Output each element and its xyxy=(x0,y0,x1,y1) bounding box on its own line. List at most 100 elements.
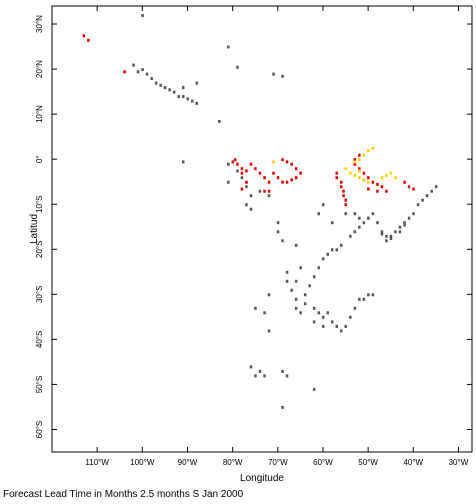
data-point-gray xyxy=(218,119,221,123)
x-tick-label: 60°W xyxy=(313,458,333,467)
data-point-gray xyxy=(326,252,329,256)
data-point-red xyxy=(267,189,271,193)
data-point-red xyxy=(249,162,253,166)
data-point-gray xyxy=(312,275,316,279)
data-point-gray xyxy=(308,284,311,288)
data-point-gray xyxy=(340,329,343,333)
data-point-red xyxy=(340,185,343,189)
data-point-gray xyxy=(367,216,370,220)
data-point-yellow xyxy=(344,167,347,171)
data-point-gray xyxy=(177,95,180,99)
data-point-gray xyxy=(385,234,388,238)
data-point-red xyxy=(236,162,239,166)
data-point-red xyxy=(276,176,280,180)
data-point-red xyxy=(340,180,343,184)
x-tick-label: 80°W xyxy=(223,458,243,467)
data-point-gray xyxy=(434,185,438,189)
data-point-gray xyxy=(353,212,357,216)
y-tick-label: 20°N xyxy=(35,60,44,78)
data-point-gray xyxy=(182,95,185,99)
data-point-yellow xyxy=(380,176,384,180)
data-point-gray xyxy=(285,279,289,283)
data-point-gray xyxy=(182,160,185,164)
data-point-gray xyxy=(276,230,280,234)
data-point-gray xyxy=(312,306,316,310)
data-point-gray xyxy=(168,88,171,92)
data-point-red xyxy=(362,171,366,175)
y-tick-label: 40°S xyxy=(35,331,44,348)
data-point-yellow xyxy=(349,171,352,175)
data-point-gray xyxy=(394,230,397,234)
data-point-gray xyxy=(358,216,361,220)
data-point-gray xyxy=(362,297,366,301)
data-point-gray xyxy=(349,315,352,319)
data-point-gray xyxy=(312,320,316,324)
data-point-red xyxy=(403,180,406,184)
data-point-gray xyxy=(344,212,347,216)
data-point-red xyxy=(407,185,411,189)
data-point-gray xyxy=(317,212,320,216)
data-point-gray xyxy=(141,14,144,17)
data-point-gray xyxy=(254,374,257,378)
data-point-gray xyxy=(145,72,149,76)
data-point-red xyxy=(294,167,298,171)
data-point-red xyxy=(335,171,338,175)
data-point-gray xyxy=(416,203,420,207)
data-point-gray xyxy=(322,203,325,207)
data-point-gray xyxy=(263,374,266,378)
data-point-gray xyxy=(430,189,433,193)
data-point-red xyxy=(87,38,90,42)
data-point-yellow xyxy=(353,160,357,164)
data-point-gray xyxy=(276,221,280,225)
data-point-gray xyxy=(335,248,338,252)
data-point-gray xyxy=(227,162,230,166)
data-point-red xyxy=(412,187,415,191)
data-point-red xyxy=(240,187,244,191)
x-axis-title: Longitude xyxy=(240,473,284,484)
plot-frame xyxy=(51,5,473,453)
data-point-yellow xyxy=(367,180,370,184)
data-point-gray xyxy=(335,324,338,328)
data-point-gray xyxy=(195,101,198,105)
data-point-gray xyxy=(281,239,284,243)
data-point-gray xyxy=(353,230,357,234)
data-point-gray xyxy=(421,198,424,202)
data-point-red xyxy=(376,182,379,186)
data-point-red xyxy=(294,176,298,180)
data-point-red xyxy=(342,189,345,193)
data-point-gray xyxy=(322,257,325,261)
data-point-yellow xyxy=(353,173,357,177)
data-point-gray xyxy=(322,324,325,328)
y-tick-label: 30°N xyxy=(35,15,44,33)
data-point-gray xyxy=(290,288,293,292)
data-point-red xyxy=(245,169,248,173)
data-point-gray xyxy=(249,207,253,211)
data-point-red xyxy=(376,189,379,193)
data-point-red xyxy=(263,189,266,193)
data-point-gray xyxy=(136,70,140,74)
data-point-gray xyxy=(150,77,153,81)
data-point-red xyxy=(285,180,289,184)
y-tick-label: 10°N xyxy=(35,105,44,123)
data-point-yellow xyxy=(394,176,397,180)
data-point-gray xyxy=(358,297,361,301)
data-point-gray xyxy=(227,45,230,49)
x-axis-ticks: 110°W 100°W 90°W 80°W 70°W 60°W 50°W 40°W 30°W xyxy=(85,6,469,467)
data-point-red xyxy=(267,180,271,184)
data-point-red xyxy=(231,160,235,164)
data-point-yellow xyxy=(385,173,388,177)
data-point-gray xyxy=(227,180,230,184)
data-point-gray xyxy=(254,306,257,310)
data-point-red xyxy=(272,171,275,175)
data-point-gray xyxy=(258,189,262,193)
y-tick-label: 30°S xyxy=(35,286,44,303)
figure-caption: Forecast Lead Time in Months 2.5 months … xyxy=(3,489,244,500)
data-point-red xyxy=(82,34,86,38)
y-tick-label: 10°S xyxy=(35,196,44,213)
data-points xyxy=(82,14,438,409)
data-point-gray xyxy=(267,194,271,198)
data-point-red xyxy=(123,70,126,74)
data-point-gray xyxy=(172,90,176,94)
data-point-gray xyxy=(163,86,167,90)
